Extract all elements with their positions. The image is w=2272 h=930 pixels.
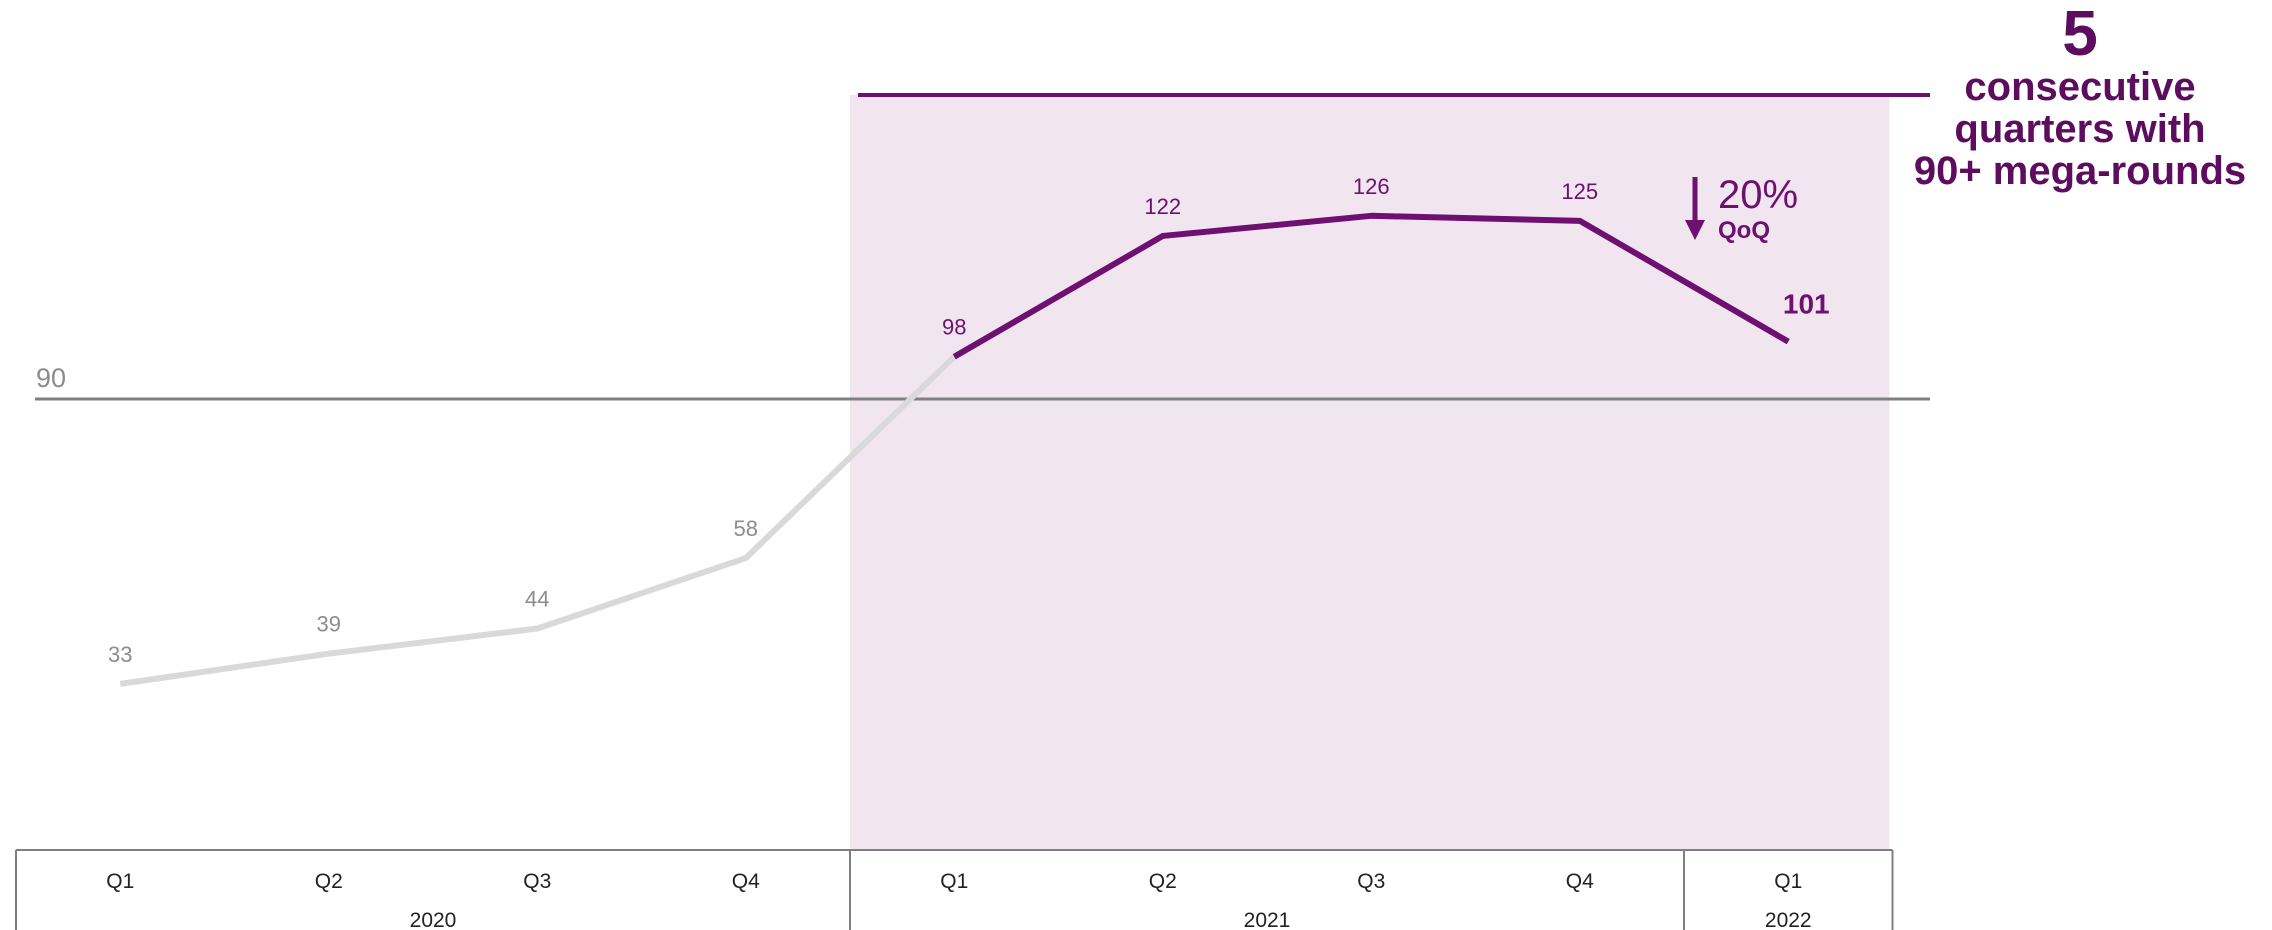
x-tick-label: Q3 xyxy=(1357,870,1385,893)
data-label: 98 xyxy=(942,315,966,340)
x-group-label: 2021 xyxy=(1244,909,1291,930)
x-group-label: 2022 xyxy=(1765,909,1812,930)
data-label: 44 xyxy=(525,587,549,612)
x-tick-label: Q3 xyxy=(523,870,551,893)
callout-line-2: quarters with xyxy=(1954,107,2206,151)
data-label: 126 xyxy=(1353,174,1390,199)
x-tick-label: Q4 xyxy=(732,870,760,893)
x-tick-label: Q2 xyxy=(1149,870,1177,893)
data-label: 39 xyxy=(317,612,341,637)
highlight-band xyxy=(850,95,1890,850)
series-line-muted xyxy=(119,354,957,687)
callout-line-1: consecutive xyxy=(1964,65,2196,109)
x-tick-label: Q1 xyxy=(940,870,968,893)
down-arrow-head-icon xyxy=(1685,220,1705,240)
data-label: 122 xyxy=(1144,194,1181,219)
callout-number: 5 xyxy=(2062,0,2098,69)
qoq-annotation: 20% QoQ xyxy=(1685,173,1798,244)
qoq-label: QoQ xyxy=(1718,217,1770,244)
x-tick-label: Q4 xyxy=(1566,870,1594,893)
qoq-value: 20% xyxy=(1718,173,1798,217)
data-label: 33 xyxy=(108,642,132,667)
x-tick-label: Q1 xyxy=(1774,870,1802,893)
data-label: 125 xyxy=(1561,179,1598,204)
x-group-label: 2020 xyxy=(410,909,457,930)
series-line-highlight xyxy=(952,212,1790,360)
data-label: 58 xyxy=(734,516,758,541)
callout: 5 consecutive quarters with 90+ mega-rou… xyxy=(1885,0,2272,192)
data-labels: 33 39 44 58 98 122 126 125 101 xyxy=(108,174,1830,667)
x-tick-label: Q1 xyxy=(106,870,134,893)
x-axis: Q1 Q2 Q3 Q4 Q1 Q2 Q3 Q4 Q1 2020 2021 2022 xyxy=(15,849,1894,930)
x-tick-label: Q2 xyxy=(315,870,343,893)
reference-line-label: 90 xyxy=(36,363,66,393)
callout-line-3: 90+ mega-rounds xyxy=(1913,149,2247,193)
data-label: 101 xyxy=(1783,289,1830,320)
